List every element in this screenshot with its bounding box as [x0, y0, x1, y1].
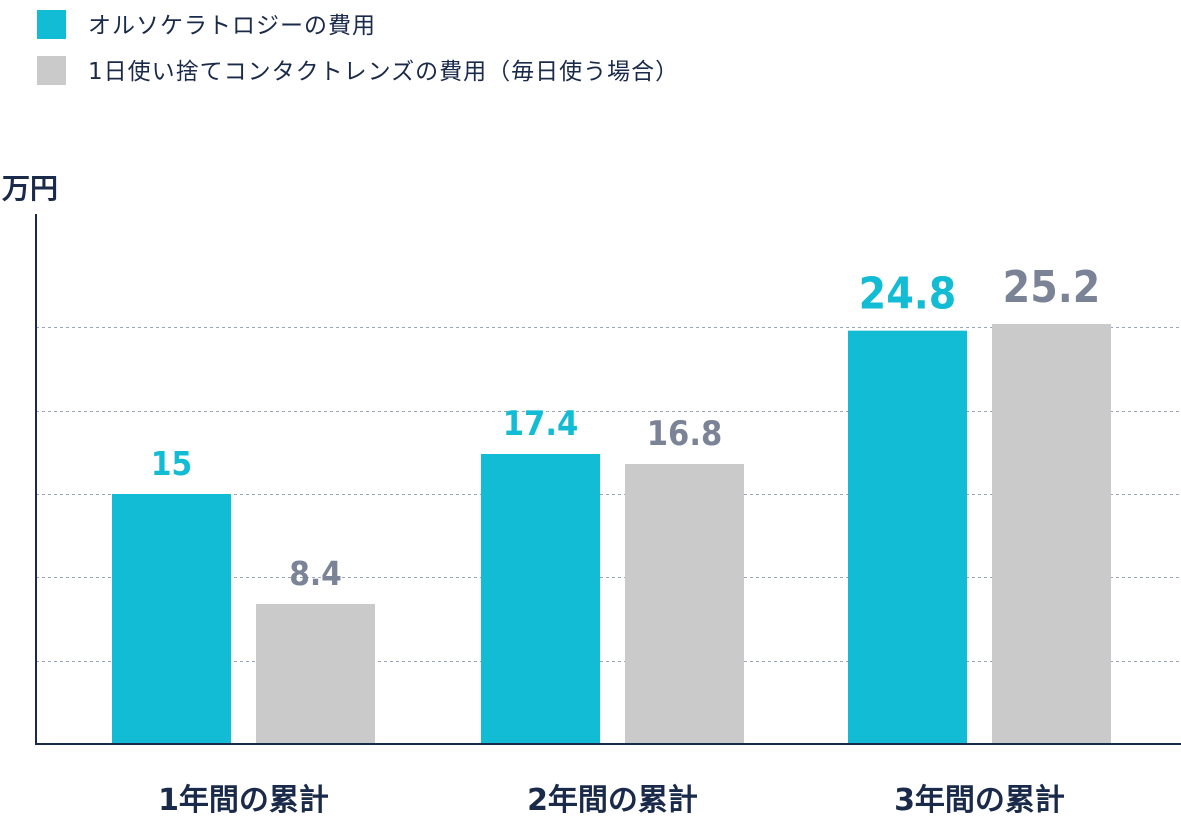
value-label-series2-2: 16.8: [647, 414, 722, 454]
value-label-series1-1: 15: [151, 444, 192, 483]
category-label-2: 2年間の累計: [527, 783, 698, 818]
bar-series1-3: [848, 330, 967, 744]
value-label-series1-3: 24.8: [859, 269, 957, 320]
legend-swatch-1: [37, 10, 66, 39]
legend: オルソケラトロジーの費用 1日使い捨てコンタクトレンズの費用（毎日使う場合）: [37, 10, 679, 85]
bar-series1-2: [481, 454, 600, 744]
value-label-series2-1: 8.4: [289, 554, 342, 593]
bar-series2-3: [992, 324, 1111, 744]
bar-series2-2: [625, 464, 744, 744]
legend-swatch-2: [37, 56, 66, 85]
legend-label-1: オルソケラトロジーの費用: [88, 13, 376, 39]
bar-series2-1: [256, 604, 375, 744]
bar-series1-1: [112, 494, 231, 744]
y-axis-unit-label: 万円: [2, 172, 58, 205]
gridlines: [36, 327, 1181, 662]
value-label-series1-2: 17.4: [503, 404, 578, 444]
category-label-3: 3年間の累計: [894, 783, 1065, 818]
category-labels: 1年間の累計 2年間の累計 3年間の累計: [158, 783, 1065, 818]
value-labels: 15 17.4 24.8 8.4 16.8 25.2: [151, 262, 1101, 593]
value-label-series2-3: 25.2: [1003, 262, 1101, 313]
legend-label-2: 1日使い捨てコンタクトレンズの費用（毎日使う場合）: [88, 59, 679, 85]
bars: [112, 324, 1111, 744]
category-label-1: 1年間の累計: [158, 783, 329, 818]
